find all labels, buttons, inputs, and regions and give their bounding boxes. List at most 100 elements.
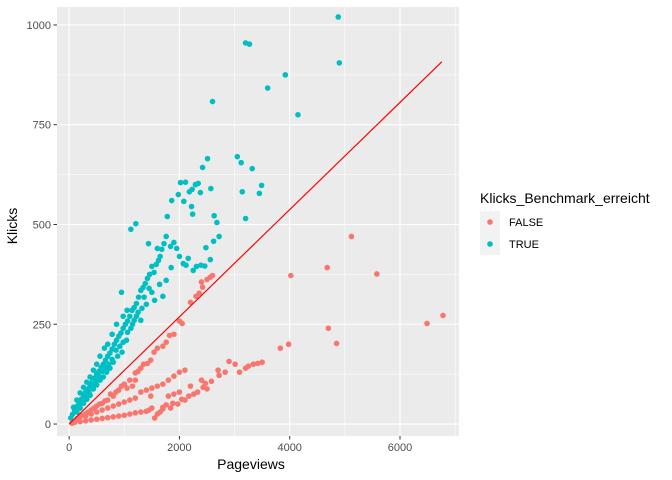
data-point <box>82 413 89 419</box>
data-point <box>107 365 113 371</box>
data-point <box>226 358 232 365</box>
data-point <box>124 329 131 336</box>
data-point <box>132 395 139 401</box>
data-point <box>138 287 144 294</box>
data-point <box>182 179 189 185</box>
data-point <box>156 281 163 288</box>
data-point <box>154 245 161 252</box>
data-point <box>126 377 133 383</box>
data-point <box>333 340 340 347</box>
data-point <box>208 378 215 385</box>
data-point <box>166 332 173 339</box>
legend-key-true <box>487 241 493 247</box>
data-point <box>117 343 123 350</box>
data-point <box>126 411 133 417</box>
plot-panel <box>57 7 459 436</box>
data-point <box>374 271 380 277</box>
data-point <box>138 317 144 324</box>
data-point <box>288 272 294 279</box>
grid-lines <box>57 7 459 436</box>
data-point <box>110 414 117 420</box>
data-point <box>259 359 265 365</box>
data-point <box>129 383 136 389</box>
data-point <box>124 385 130 391</box>
data-point <box>176 369 183 375</box>
data-point <box>176 253 183 260</box>
data-point <box>215 367 221 373</box>
data-point <box>216 233 222 240</box>
series-true <box>67 14 343 421</box>
y-tick-label: 1000 <box>27 20 51 32</box>
data-point <box>151 269 157 276</box>
data-point <box>93 361 100 367</box>
data-point <box>119 349 125 356</box>
data-point <box>132 370 139 376</box>
data-point <box>171 373 177 379</box>
data-points <box>67 14 446 427</box>
data-point <box>139 305 145 312</box>
data-point <box>254 360 261 367</box>
data-point <box>97 377 103 383</box>
data-point <box>176 389 183 395</box>
data-point <box>87 392 93 399</box>
data-point <box>109 331 115 338</box>
data-point <box>190 391 197 397</box>
data-point <box>74 397 80 403</box>
data-point <box>90 367 97 373</box>
data-point <box>132 377 139 383</box>
data-point <box>129 307 135 314</box>
data-point <box>171 391 177 397</box>
data-point <box>153 261 160 268</box>
data-point <box>154 345 161 352</box>
data-point <box>67 415 74 421</box>
data-point <box>160 404 166 411</box>
data-point <box>101 345 108 352</box>
data-point <box>102 364 109 371</box>
data-point <box>90 386 97 392</box>
data-point <box>242 215 249 222</box>
data-point <box>118 383 125 389</box>
data-point <box>80 384 87 391</box>
data-point <box>93 382 100 388</box>
data-point <box>242 365 249 371</box>
data-point <box>207 256 214 263</box>
y-tick-label: 500 <box>33 219 51 231</box>
data-point <box>88 411 94 417</box>
data-point <box>211 212 217 219</box>
data-point <box>121 412 128 419</box>
x-tick-label: 6000 <box>388 442 412 454</box>
series-false <box>69 233 446 427</box>
data-point <box>216 372 222 379</box>
data-point <box>126 313 133 320</box>
data-point <box>190 267 197 274</box>
reference-line-group <box>68 61 443 425</box>
data-point <box>123 337 130 344</box>
data-point <box>171 331 177 338</box>
data-point <box>115 413 122 419</box>
data-point <box>83 379 90 385</box>
y-axis-title: Klicks <box>4 208 20 245</box>
data-point <box>149 289 155 296</box>
data-point <box>187 299 194 306</box>
data-point <box>143 301 150 308</box>
data-point <box>200 384 206 391</box>
data-point <box>204 155 211 162</box>
data-point <box>135 294 142 300</box>
y-tick-label: 250 <box>33 319 51 331</box>
data-point <box>99 415 106 422</box>
data-point <box>246 41 253 47</box>
data-point <box>167 243 174 250</box>
data-point <box>69 420 75 427</box>
data-point <box>120 313 126 320</box>
y-tick-label: 0 <box>45 419 51 431</box>
data-point <box>173 245 180 252</box>
data-point <box>324 264 331 271</box>
data-point <box>160 293 166 300</box>
data-point <box>141 294 147 300</box>
data-point <box>160 381 166 387</box>
x-axis-ticks: 0 2000 4000 6000 <box>66 436 412 454</box>
data-point <box>214 219 220 226</box>
data-point <box>203 244 209 251</box>
data-point <box>236 369 243 375</box>
data-point <box>165 377 172 383</box>
